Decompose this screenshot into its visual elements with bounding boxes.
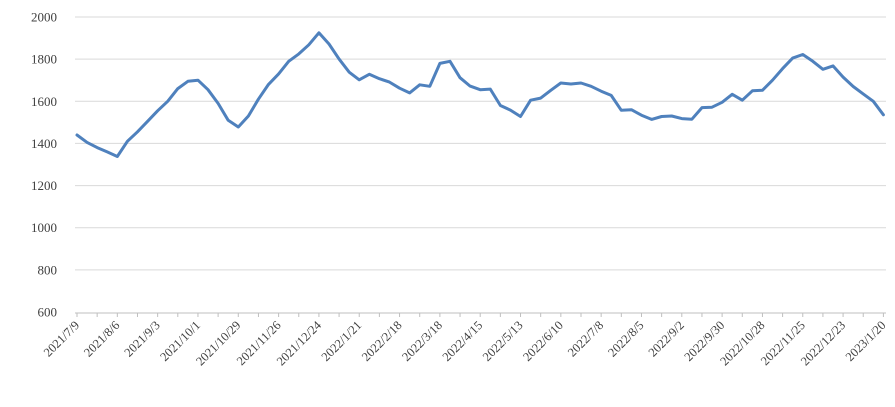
x-axis-tick-label: 2022/3/18 — [399, 318, 445, 364]
y-axis-tick-label: 1800 — [31, 52, 57, 67]
x-axis-tick-label: 2022/8/5 — [605, 318, 646, 359]
y-axis-tick-label: 1200 — [31, 178, 57, 193]
y-axis-tick-label: 600 — [38, 305, 58, 320]
x-axis-tick-label: 2021/12/24 — [274, 318, 325, 369]
x-axis-tick-label: 2022/7/8 — [565, 318, 606, 359]
x-axis-tick-label: 2021/8/6 — [81, 318, 122, 359]
x-axis-tick-label: 2022/4/15 — [440, 318, 486, 364]
x-axis-tick-label: 2022/6/10 — [520, 318, 566, 364]
y-axis-tick-label: 800 — [38, 262, 58, 277]
x-axis-tick-label: 2023/1/20 — [843, 318, 889, 364]
x-axis-tick-label: 2022/9/2 — [646, 318, 687, 359]
y-axis-tick-label: 1600 — [31, 94, 57, 109]
x-axis-tick-label: 2021/7/9 — [41, 318, 82, 359]
x-axis-tick-label: 2022/12/23 — [798, 318, 848, 368]
y-axis-tick-label: 1400 — [31, 136, 57, 151]
x-axis-tick-label: 2022/5/13 — [480, 318, 526, 364]
x-axis-tick-label: 2022/2/18 — [359, 318, 405, 364]
x-axis-tick-label: 2021/9/3 — [121, 318, 162, 359]
y-axis-tick-label: 2000 — [31, 10, 57, 25]
series-line — [75, 31, 885, 158]
x-axis-tick-label: 2022/1/21 — [319, 318, 365, 364]
y-axis-tick-label: 1000 — [31, 220, 57, 235]
